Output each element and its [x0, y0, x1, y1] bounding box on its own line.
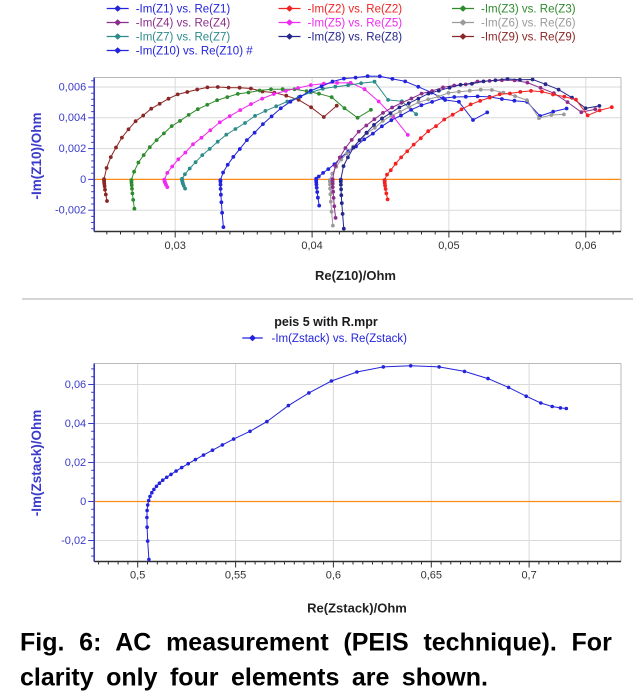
svg-text:-Im(Zstack) vs. Re(Zstack): -Im(Zstack) vs. Re(Zstack) — [272, 333, 408, 345]
svg-text:-0,002: -0,002 — [55, 205, 86, 217]
svg-text:-Im(Z10) vs. Re(Z10) #: -Im(Z10) vs. Re(Z10) # — [136, 46, 254, 58]
svg-text:-Im(Z2) vs. Re(Z2): -Im(Z2) vs. Re(Z2) — [308, 4, 403, 16]
svg-text:0,55: 0,55 — [225, 570, 246, 582]
svg-text:-Im(Z1) vs. Re(Z1): -Im(Z1) vs. Re(Z1) — [136, 4, 231, 16]
svg-text:-Im(Z4) vs. Re(Z4): -Im(Z4) vs. Re(Z4) — [136, 18, 231, 30]
svg-text:0,002: 0,002 — [59, 143, 87, 155]
svg-text:-Im(Z6) vs. Re(Z6): -Im(Z6) vs. Re(Z6) — [481, 18, 576, 30]
svg-text:0,6: 0,6 — [326, 570, 341, 582]
svg-text:-Im(Z9) vs. Re(Z9): -Im(Z9) vs. Re(Z9) — [481, 32, 576, 44]
svg-text:0,7: 0,7 — [521, 570, 536, 582]
svg-text:-Im(Z3) vs. Re(Z3): -Im(Z3) vs. Re(Z3) — [481, 4, 576, 16]
svg-text:-Im(Zstack)/Ohm: -Im(Zstack)/Ohm — [29, 410, 44, 517]
svg-text:0,5: 0,5 — [130, 570, 145, 582]
svg-text:-0,02: -0,02 — [61, 535, 86, 547]
svg-text:0,03: 0,03 — [164, 240, 185, 252]
svg-text:0,006: 0,006 — [59, 81, 87, 93]
svg-text:-Im(Z10)/Ohm: -Im(Z10)/Ohm — [29, 112, 44, 199]
svg-text:0,65: 0,65 — [421, 570, 442, 582]
svg-text:0,04: 0,04 — [65, 418, 86, 430]
svg-text:-Im(Z5) vs. Re(Z5): -Im(Z5) vs. Re(Z5) — [308, 18, 403, 30]
svg-text:0,05: 0,05 — [438, 240, 459, 252]
svg-text:0,04: 0,04 — [301, 240, 322, 252]
svg-text:0: 0 — [80, 496, 86, 508]
svg-text:0: 0 — [80, 174, 86, 186]
svg-text:clarity only four elements are: clarity only four elements are shown. — [20, 664, 488, 692]
svg-text:Fig. 6: AC measurement (PEIS t: Fig. 6: AC measurement (PEIS technique).… — [20, 629, 612, 657]
svg-text:-Im(Z7) vs. Re(Z7): -Im(Z7) vs. Re(Z7) — [136, 32, 231, 44]
svg-text:0,004: 0,004 — [59, 112, 87, 124]
svg-text:-Im(Z8) vs. Re(Z8): -Im(Z8) vs. Re(Z8) — [308, 32, 403, 44]
svg-text:0,06: 0,06 — [575, 240, 596, 252]
svg-text:peis 5 with R.mpr: peis 5 with R.mpr — [274, 315, 378, 329]
svg-text:0,06: 0,06 — [65, 379, 86, 391]
svg-text:Re(Z10)/Ohm: Re(Z10)/Ohm — [315, 268, 396, 283]
svg-text:Re(Zstack)/Ohm: Re(Zstack)/Ohm — [307, 601, 407, 616]
svg-text:0,02: 0,02 — [65, 457, 86, 469]
